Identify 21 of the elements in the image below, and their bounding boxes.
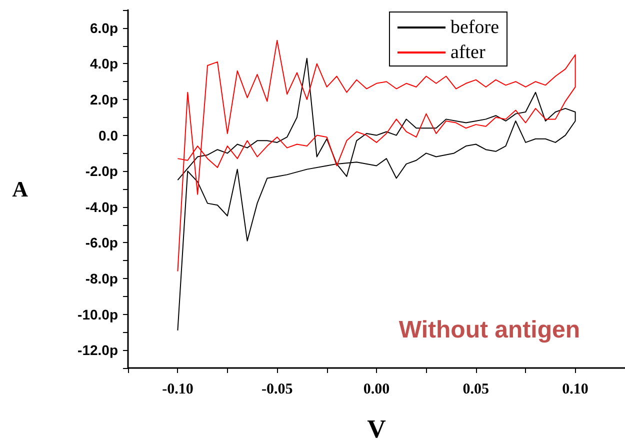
- y-axis-title: A: [12, 176, 28, 202]
- x-tick-label: -0.05: [261, 382, 293, 398]
- x-tick-label: 0.00: [363, 382, 390, 398]
- legend-label: after: [450, 42, 486, 63]
- y-tick-label: 2.0p: [90, 92, 118, 108]
- annotation: Without antigen: [398, 316, 580, 344]
- line-series: [177, 40, 576, 272]
- y-tick-label: -4.0p: [85, 198, 118, 215]
- x-axis-title: V: [367, 414, 386, 444]
- x-tick-label: 0.10: [562, 382, 588, 398]
- y-tick-label: -10.0p: [78, 306, 118, 322]
- y-tick-label: -8.0p: [85, 270, 118, 286]
- y-tick-label: 6.0p: [90, 20, 118, 36]
- y-tick-label: -12.0p: [78, 342, 118, 358]
- x-tick-label: 0.05: [462, 382, 490, 398]
- y-tick-label: 0.0: [98, 127, 118, 144]
- y-tick-label: 4.0p: [90, 56, 118, 72]
- legend-label: before: [450, 17, 500, 38]
- x-tick-label: -0.10: [162, 382, 194, 398]
- y-tick-label: -6.0p: [85, 234, 118, 251]
- y-tick-label: -2.0p: [85, 163, 118, 180]
